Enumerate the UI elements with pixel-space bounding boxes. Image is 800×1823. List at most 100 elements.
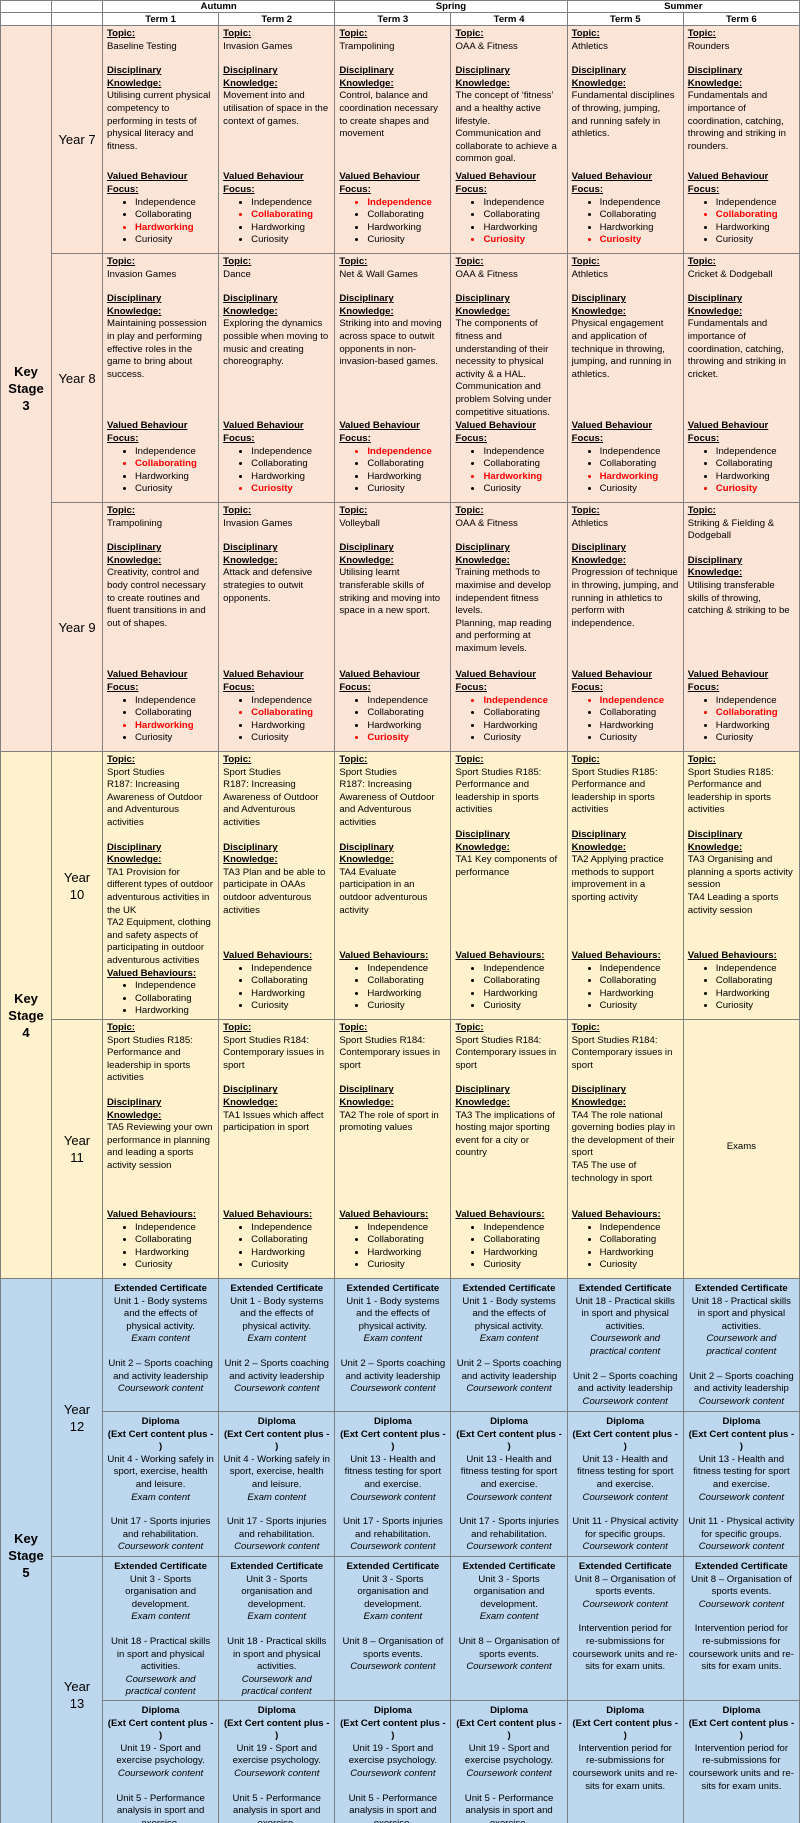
behaviour-list: IndependenceCollaboratingHardworkingCuri… [572, 1222, 679, 1272]
plain-text: Unit 4 - Working safely in sport, exerci… [223, 1453, 330, 1490]
knowledge-label: Disciplinary Knowledge: [107, 542, 162, 566]
behaviour-item: Hardworking [135, 471, 214, 484]
topic-block: Topic: Trampolining [339, 28, 446, 53]
italic-text: Exam content [479, 1611, 539, 1623]
italic-text: Coursework content [350, 1541, 436, 1553]
topic-text: OAA & Fitness [455, 268, 518, 280]
behaviour-block: Valued Behaviour Focus:IndependenceColla… [572, 669, 679, 745]
plain-text: Intervention period for re-submissions f… [572, 1742, 678, 1792]
knowledge-label: Disciplinary Knowledge: [571, 293, 627, 317]
behaviour-list: IndependenceCollaboratingHardworkingCuri… [455, 197, 562, 247]
behaviour-label: Valued Behaviour Focus: [455, 171, 536, 196]
topic-text: Net & Wall Games [339, 268, 418, 280]
content-line: Coursework and practical content [572, 1333, 679, 1358]
topic-block: Topic: Dance [223, 256, 330, 281]
topic-label: Topic: [107, 256, 136, 267]
year-row: Diploma (Ext Cert content plus - ) Unit 4 … [1, 1411, 800, 1557]
plain-text: Unit 3 - Sports organisation and develop… [241, 1573, 313, 1610]
behaviour-item: Curiosity [600, 483, 679, 496]
content-group: Diploma (Ext Cert content plus - ) Unit 13… [455, 1416, 562, 1504]
content-group: Extended Certificate Unit 3 - Sports org… [223, 1561, 330, 1624]
topic-label: Topic: [223, 256, 252, 267]
knowledge-block: Disciplinary Knowledge: Fundamentals and … [688, 65, 795, 153]
behaviour-item: Independence [367, 1222, 446, 1235]
content-line: Intervention period for re-submissions f… [688, 1623, 795, 1673]
behaviour-item: Collaborating [251, 1234, 330, 1247]
term-cell: Diploma (Ext Cert content plus - ) Unit 19… [450, 1700, 568, 1823]
content-line: Coursework and practical content [107, 1674, 214, 1699]
knowledge-text: TA1 Issues which affect participation in… [223, 1109, 324, 1134]
bold-text: Extended Certificate [230, 1283, 324, 1294]
behaviour-item: Collaborating [483, 209, 562, 222]
behaviour-item: Independence [483, 446, 562, 459]
behaviour-item: Collaborating [483, 458, 562, 471]
content-group: Diploma (Ext Cert content plus - ) Unit 13… [688, 1416, 795, 1504]
content-line: Unit 5 - Performance analysis in sport a… [223, 1793, 330, 1823]
italic-text: Coursework and practical content [590, 1333, 661, 1357]
knowledge-block: Disciplinary Knowledge: TA2 The role of s… [339, 1084, 446, 1134]
bold-text: Extended Certificate [114, 1283, 207, 1294]
behaviour-item: Collaborating [367, 707, 446, 720]
bold-text: (Ext Cert content plus - ) [340, 1717, 446, 1742]
behaviour-item: Hardworking [135, 720, 214, 733]
topic-block: Topic: Volleyball [339, 505, 446, 530]
knowledge-label: Disciplinary Knowledge: [455, 1084, 510, 1108]
plain-text: Unit 13 - Health and fitness testing for… [460, 1453, 558, 1490]
term-cell: Topic: Dance Disciplinary Knowledge: Explor… [218, 253, 336, 503]
behaviour-block: Valued Behaviours:IndependenceCollaborat… [107, 968, 214, 1019]
behaviour-item: Curiosity [135, 732, 214, 745]
term-cell: Extended Certificate Unit 3 - Sports org… [101, 1556, 220, 1701]
behaviour-block: Valued Behaviours:IndependenceCollaborat… [455, 950, 562, 1013]
plain-text: Unit 8 – Organisation of sports events. [690, 1573, 792, 1598]
term-header: Term 3 [334, 12, 452, 26]
topic-label: Topic: [223, 754, 252, 765]
topic-label: Topic: [339, 505, 368, 516]
plain-text: Unit 5 - Performance analysis in sport a… [232, 1792, 321, 1823]
italic-text: Coursework content [582, 1598, 668, 1610]
content-line: Coursework content [455, 1492, 562, 1505]
cell-content: Topic: OAA & Fitness Disciplinary Knowledg… [452, 255, 566, 502]
behaviour-block: Valued Behaviour Focus:IndependenceColla… [339, 171, 446, 247]
knowledge-text: Progression of technique in throwing, ju… [571, 567, 679, 629]
knowledge-block: Disciplinary Knowledge: Fundamentals and … [688, 293, 795, 381]
blank-header [51, 0, 103, 13]
content-line: Coursework content [223, 1383, 330, 1396]
content-line: (Ext Cert content plus - ) [339, 1718, 446, 1743]
bold-text: (Ext Cert content plus - ) [572, 1717, 678, 1742]
cell-content: Topic: Athletics Disciplinary Knowledge: Pr… [568, 504, 682, 751]
topic-text: Sport Studies R185: Performance and lead… [107, 1034, 193, 1084]
behaviour-label: Valued Behaviour Focus: [687, 669, 769, 694]
plain-text: Unit 2 – Sports coaching and activity le… [572, 1370, 678, 1395]
content-group: Unit 2 – Sports coaching and activity le… [339, 1358, 446, 1396]
content-line: Coursework content [107, 1768, 214, 1781]
behaviour-item: Curiosity [483, 732, 562, 745]
plain-text: Unit 4 - Working safely in sport, exerci… [107, 1453, 214, 1490]
behaviour-item: Collaborating [367, 458, 446, 471]
cell-content: Diploma (Ext Cert content plus - ) Unit 13… [452, 1413, 566, 1556]
topic-block: Topic: Trampolining [107, 505, 214, 530]
behaviour-item: Curiosity [135, 483, 214, 496]
content-line: Coursework content [572, 1492, 679, 1505]
term-cell: Topic: Invasion Games Disciplinary Knowled… [218, 502, 336, 752]
plain-text: Unit 5 - Performance analysis in sport a… [464, 1792, 554, 1823]
topic-text: Invasion Games [107, 268, 177, 280]
plain-text: Unit 1 - Body systems and the effects of… [462, 1295, 556, 1332]
plain-text: Unit 5 - Performance analysis in sport a… [348, 1792, 438, 1823]
content-line: Diploma [455, 1416, 562, 1429]
knowledge-text: Movement into and utilisation of space i… [223, 90, 329, 127]
behaviour-item: Hardworking [483, 988, 562, 1001]
cell-content: Topic: Cricket & Dodgeball Disciplinary Kn… [684, 255, 798, 502]
behaviour-item: Independence [600, 197, 679, 210]
behaviour-item: Hardworking [600, 988, 679, 1001]
behaviour-item: Collaborating [483, 975, 562, 988]
content-group: Unit 2 – Sports coaching and activity le… [688, 1371, 795, 1409]
cell-content: Extended Certificate Unit 18 - Practical… [684, 1280, 798, 1411]
knowledge-block: Disciplinary Knowledge: The concept of ‘f… [455, 65, 562, 166]
year-row: Key Stage 3 Year 7 Topic: Baseline Testing D… [0, 25, 800, 752]
bold-text: (Ext Cert content plus - ) [688, 1428, 795, 1453]
knowledge-label: Disciplinary Knowledge: [223, 65, 278, 89]
cell-content: Topic: Trampolining Disciplinary Knowledge… [336, 27, 450, 253]
behaviour-item: Hardworking [600, 222, 679, 235]
plain-text: Unit 8 – Organisation of sports events. [574, 1573, 676, 1598]
content-group: Unit 2 – Sports coaching and activity le… [223, 1358, 330, 1396]
